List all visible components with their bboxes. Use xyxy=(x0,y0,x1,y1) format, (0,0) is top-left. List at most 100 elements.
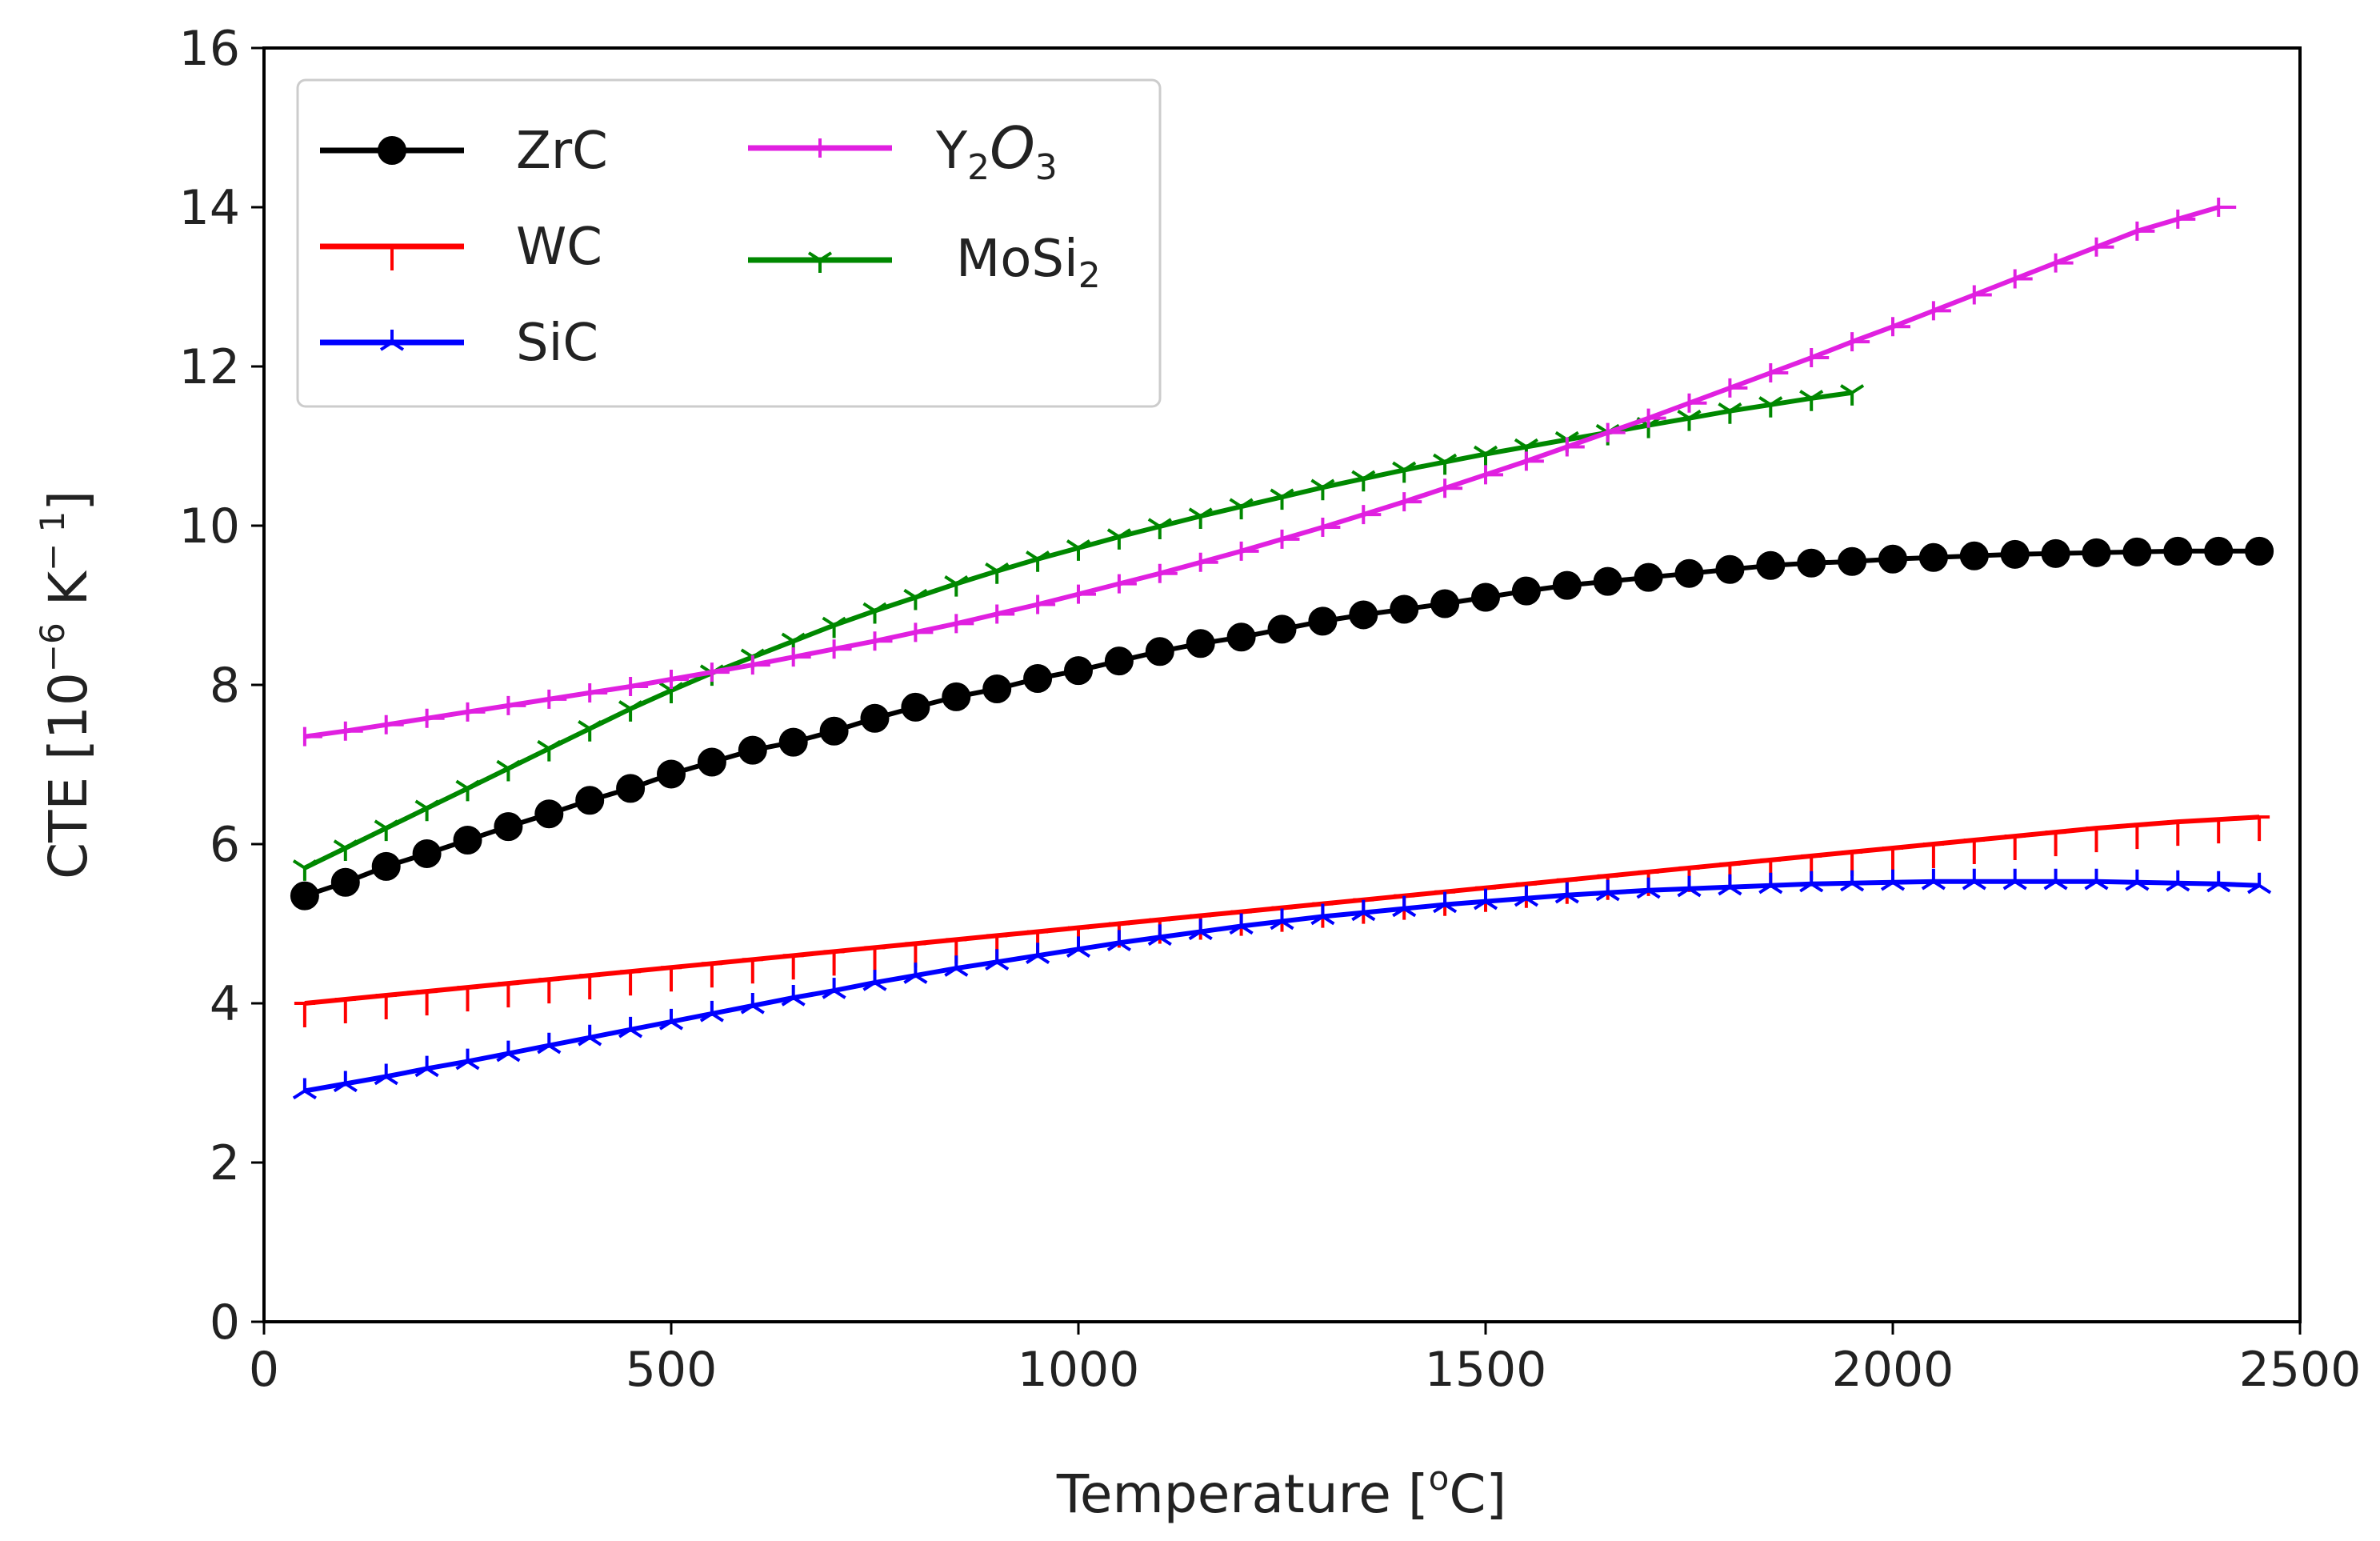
data-point-sic xyxy=(1840,870,1865,892)
series-y2o3 xyxy=(302,198,2237,746)
data-point-zrc xyxy=(1918,542,1948,572)
legend-swatch-y2o3 xyxy=(748,138,892,158)
data-point-y2o3 xyxy=(1891,317,1910,337)
data-point-y2o3 xyxy=(1931,301,1951,321)
legend-label-y2o3: Y2O3 xyxy=(935,114,1058,188)
data-point-sic xyxy=(1880,869,1906,891)
x-tick-label: 1000 xyxy=(1018,1342,1140,1398)
data-point-sic xyxy=(1677,875,1702,898)
data-point-y2o3 xyxy=(1769,362,1789,382)
x-axis-label-main: Temperature [ xyxy=(1056,1463,1429,1525)
data-point-sic xyxy=(2206,871,2231,893)
legend-label-sic: SiC xyxy=(516,314,598,373)
data-point-y2o3 xyxy=(1239,541,1259,561)
data-point-wc xyxy=(823,950,845,976)
data-point-zrc xyxy=(1308,606,1338,636)
data-point-mosi2 xyxy=(1147,518,1172,539)
x-tick-label: 2500 xyxy=(2239,1342,2362,1398)
data-point-y2o3 xyxy=(1117,574,1137,594)
data-point-zrc xyxy=(2163,536,2193,566)
data-point-y2o3 xyxy=(1484,465,1503,485)
data-point-mosi2 xyxy=(578,720,602,742)
data-point-sic xyxy=(1962,868,1986,891)
data-point-zrc xyxy=(2245,536,2274,566)
data-point-y2o3 xyxy=(2054,253,2074,273)
data-point-zrc xyxy=(1267,614,1297,644)
x-tick-label: 0 xyxy=(249,1342,279,1398)
data-point-y2o3 xyxy=(954,614,974,634)
data-point-sic xyxy=(1514,885,1538,907)
data-point-sic xyxy=(2043,868,2068,891)
data-point-y2o3 xyxy=(1077,584,1096,604)
legend: ZrC WC SiC Y2O3 MoSi2 xyxy=(296,78,1162,408)
data-point-y2o3 xyxy=(1321,517,1341,537)
series-zrc xyxy=(290,536,2274,911)
data-point-zrc xyxy=(2000,539,2030,569)
data-point-wc xyxy=(864,946,886,972)
data-point-sic xyxy=(1066,936,1091,959)
data-point-sic xyxy=(1473,888,1498,911)
y-axis-label: CTE [10−6 K− 1] xyxy=(33,490,99,879)
data-point-wc xyxy=(1963,839,1985,865)
data-point-zrc xyxy=(1226,622,1256,652)
data-point-y2o3 xyxy=(1362,505,1382,525)
data-point-zrc xyxy=(1634,562,1663,592)
data-point-y2o3 xyxy=(302,726,322,746)
data-point-zrc xyxy=(1959,541,1989,570)
data-point-mosi2 xyxy=(333,839,358,861)
data-point-zrc xyxy=(2082,538,2111,567)
data-point-y2o3 xyxy=(629,676,649,696)
data-point-zrc xyxy=(942,682,971,711)
data-point-wc xyxy=(2045,831,2066,857)
data-point-zrc xyxy=(2122,537,2152,566)
data-point-zrc xyxy=(1104,646,1134,676)
data-point-y2o3 xyxy=(995,604,1015,624)
data-point-wc xyxy=(2167,820,2189,847)
series-line-mosi2 xyxy=(303,390,1853,871)
data-point-y2o3 xyxy=(873,631,893,651)
data-point-y2o3 xyxy=(1972,285,1992,305)
data-point-sic xyxy=(903,963,928,984)
y-axis-label-b: K xyxy=(38,570,99,622)
y-tick-label: 4 xyxy=(210,976,240,1032)
data-point-wc xyxy=(375,994,397,1020)
y-tick-label: 12 xyxy=(179,339,240,395)
data-point-sic xyxy=(2002,868,2027,891)
data-point-y2o3 xyxy=(425,708,445,728)
data-point-y2o3 xyxy=(750,655,770,675)
data-point-y2o3 xyxy=(466,702,486,722)
data-point-y2o3 xyxy=(1158,563,1178,583)
data-point-zrc xyxy=(1186,629,1215,658)
data-point-wc xyxy=(782,954,804,980)
data-point-sic xyxy=(1270,908,1294,931)
data-point-mosi2 xyxy=(1026,550,1050,572)
data-point-zrc xyxy=(1674,558,1704,588)
data-point-y2o3 xyxy=(2094,237,2114,257)
data-point-wc xyxy=(457,986,478,1012)
data-point-wc xyxy=(2249,815,2270,842)
data-point-zrc xyxy=(371,851,401,881)
data-point-sic xyxy=(1310,903,1335,926)
data-point-sic xyxy=(1718,874,1742,896)
y-tick-label: 16 xyxy=(179,21,240,77)
data-point-zrc xyxy=(1838,546,1867,576)
data-point-mosi2 xyxy=(1840,384,1865,406)
series-mosi2 xyxy=(292,384,1865,881)
data-point-zrc xyxy=(1715,554,1745,584)
data-point-mosi2 xyxy=(944,574,969,597)
data-point-sic xyxy=(1147,924,1172,947)
series-line-y2o3 xyxy=(304,205,2220,739)
data-point-sic xyxy=(618,1016,643,1039)
data-point-mosi2 xyxy=(1473,445,1498,467)
data-point-y2o3 xyxy=(2217,198,2237,217)
data-point-sic xyxy=(2125,869,2150,891)
data-point-wc xyxy=(620,970,642,996)
data-point-y2o3 xyxy=(1524,451,1544,471)
data-point-zrc xyxy=(860,703,890,733)
data-point-sic xyxy=(2166,870,2190,892)
y-axis-label-c: ] xyxy=(38,490,99,511)
data-point-zrc xyxy=(657,759,686,789)
data-point-y2o3 xyxy=(670,670,689,690)
y-tick-label: 14 xyxy=(179,180,240,236)
x-axis-label: Temperature [oC] xyxy=(1056,1459,1506,1525)
